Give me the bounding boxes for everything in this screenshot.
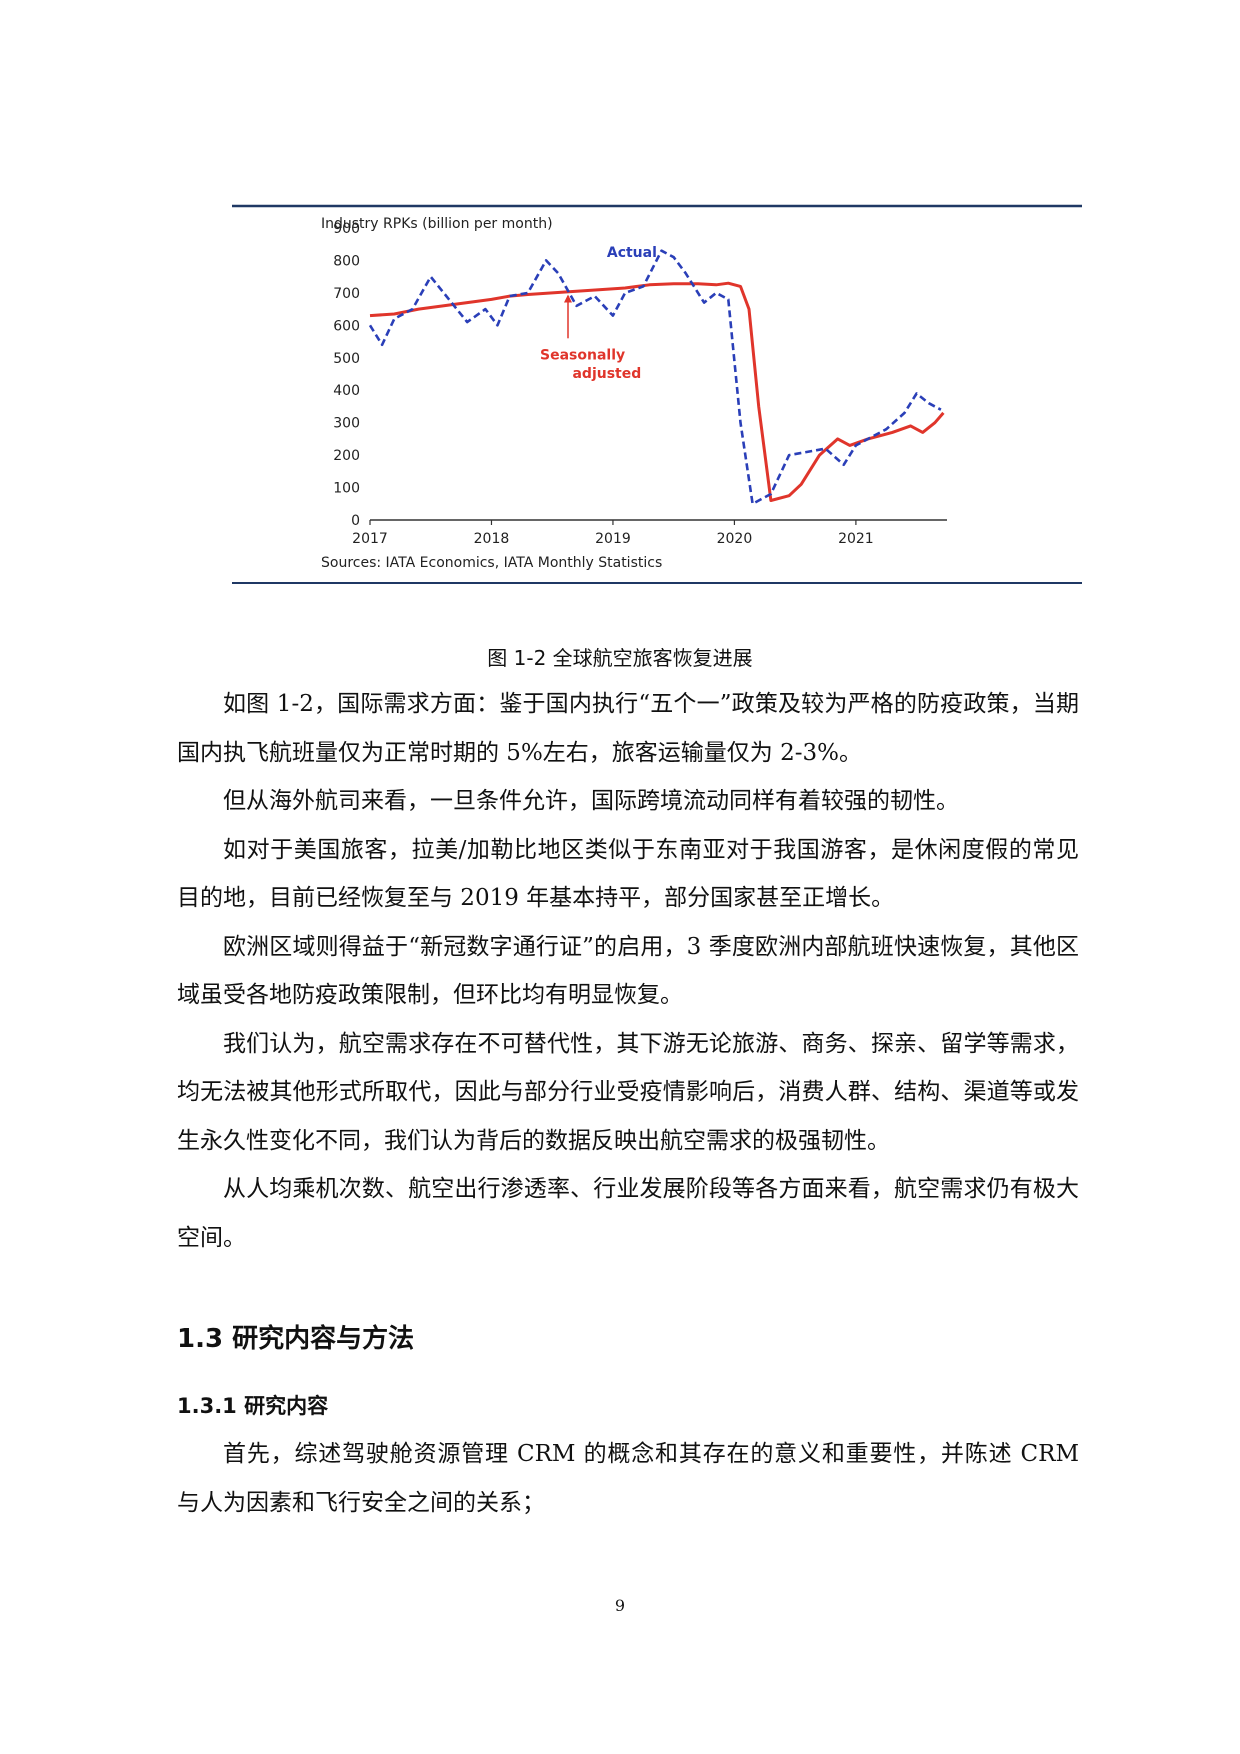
figure-caption: 图 1-2 全球航空旅客恢复进展 (487, 646, 753, 670)
paragraph: 从人均乘机次数、航空出行渗透率、行业发展阶段等各方面来看，航空需求仍有极大空间。 (177, 1176, 1079, 1251)
section-body-text: 首先，综述驾驶舱资源管理 CRM 的概念和其存在的意义和重要性，并陈述 CRM … (177, 1430, 1079, 1527)
x-tick-label: 2017 (352, 531, 388, 547)
x-tick-label: 2019 (595, 531, 631, 547)
y-tick-label: 100 (333, 481, 360, 497)
y-tick-label: 400 (333, 383, 360, 399)
y-tick-label: 300 (333, 416, 360, 432)
x-tick-label: 2020 (717, 531, 753, 547)
annotation-actual: Actual (607, 245, 657, 261)
y-tick-label: 800 (333, 253, 360, 269)
series-line-seasonally-adjusted (369, 281, 945, 502)
body-text: 如图 1-2，国际需求方面：鉴于国内执行“五个一”政策及较为严格的防疫政策，当期… (177, 680, 1079, 1262)
page-number: 9 (614, 1596, 626, 1615)
chart-title: Industry RPKs (billion per month) (321, 216, 553, 232)
y-tick-label: 500 (333, 351, 360, 367)
y-tick-label: 700 (333, 286, 360, 302)
x-tick-label: 2021 (838, 531, 874, 547)
subsection-heading: 1.3.1 研究内容 (177, 1394, 329, 1418)
chart-source-note: Sources: IATA Economics, IATA Monthly St… (321, 555, 662, 571)
x-tick-label: 2018 (474, 531, 510, 547)
rpk-line-chart: Industry RPKs (billion per month) 900 800… (232, 204, 1082, 584)
series-line-actual (368, 249, 942, 506)
paragraph: 我们认为，航空需求存在不可替代性，其下游无论旅游、商务、探亲、留学等需求，均无法… (177, 1030, 1079, 1154)
paragraph: 如图 1-2，国际需求方面：鉴于国内执行“五个一”政策及较为严格的防疫政策，当期… (177, 691, 1079, 766)
y-tick-label: 200 (333, 448, 360, 464)
y-tick-label: 0 (351, 513, 360, 529)
annotation-arrowhead (564, 294, 573, 303)
paragraph: 欧洲区域则得益于“新冠数字通行证”的启用，3 季度欧洲内部航班快速恢复，其他区域… (177, 933, 1079, 1009)
annotation-seasonally: Seasonally (540, 347, 625, 363)
paragraph: 但从海外航司来看，一旦条件允许，国际跨境流动同样有着较强的韧性。 (223, 788, 959, 814)
paragraph: 首先，综述驾驶舱资源管理 CRM 的概念和其存在的意义和重要性，并陈述 CRM … (177, 1441, 1079, 1516)
figure-rpk-chart: Industry RPKs (billion per month) 900 800… (232, 203, 1082, 588)
section-heading: 1.3 研究内容与方法 (177, 1324, 415, 1354)
y-tick-label: 600 (333, 318, 360, 334)
paragraph: 如对于美国旅客，拉美/加勒比地区类似于东南亚对于我国游客，是休闲度假的常见目的地… (177, 836, 1079, 912)
y-tick-label: 900 (333, 221, 360, 237)
annotation-adjusted: adjusted (572, 366, 641, 382)
